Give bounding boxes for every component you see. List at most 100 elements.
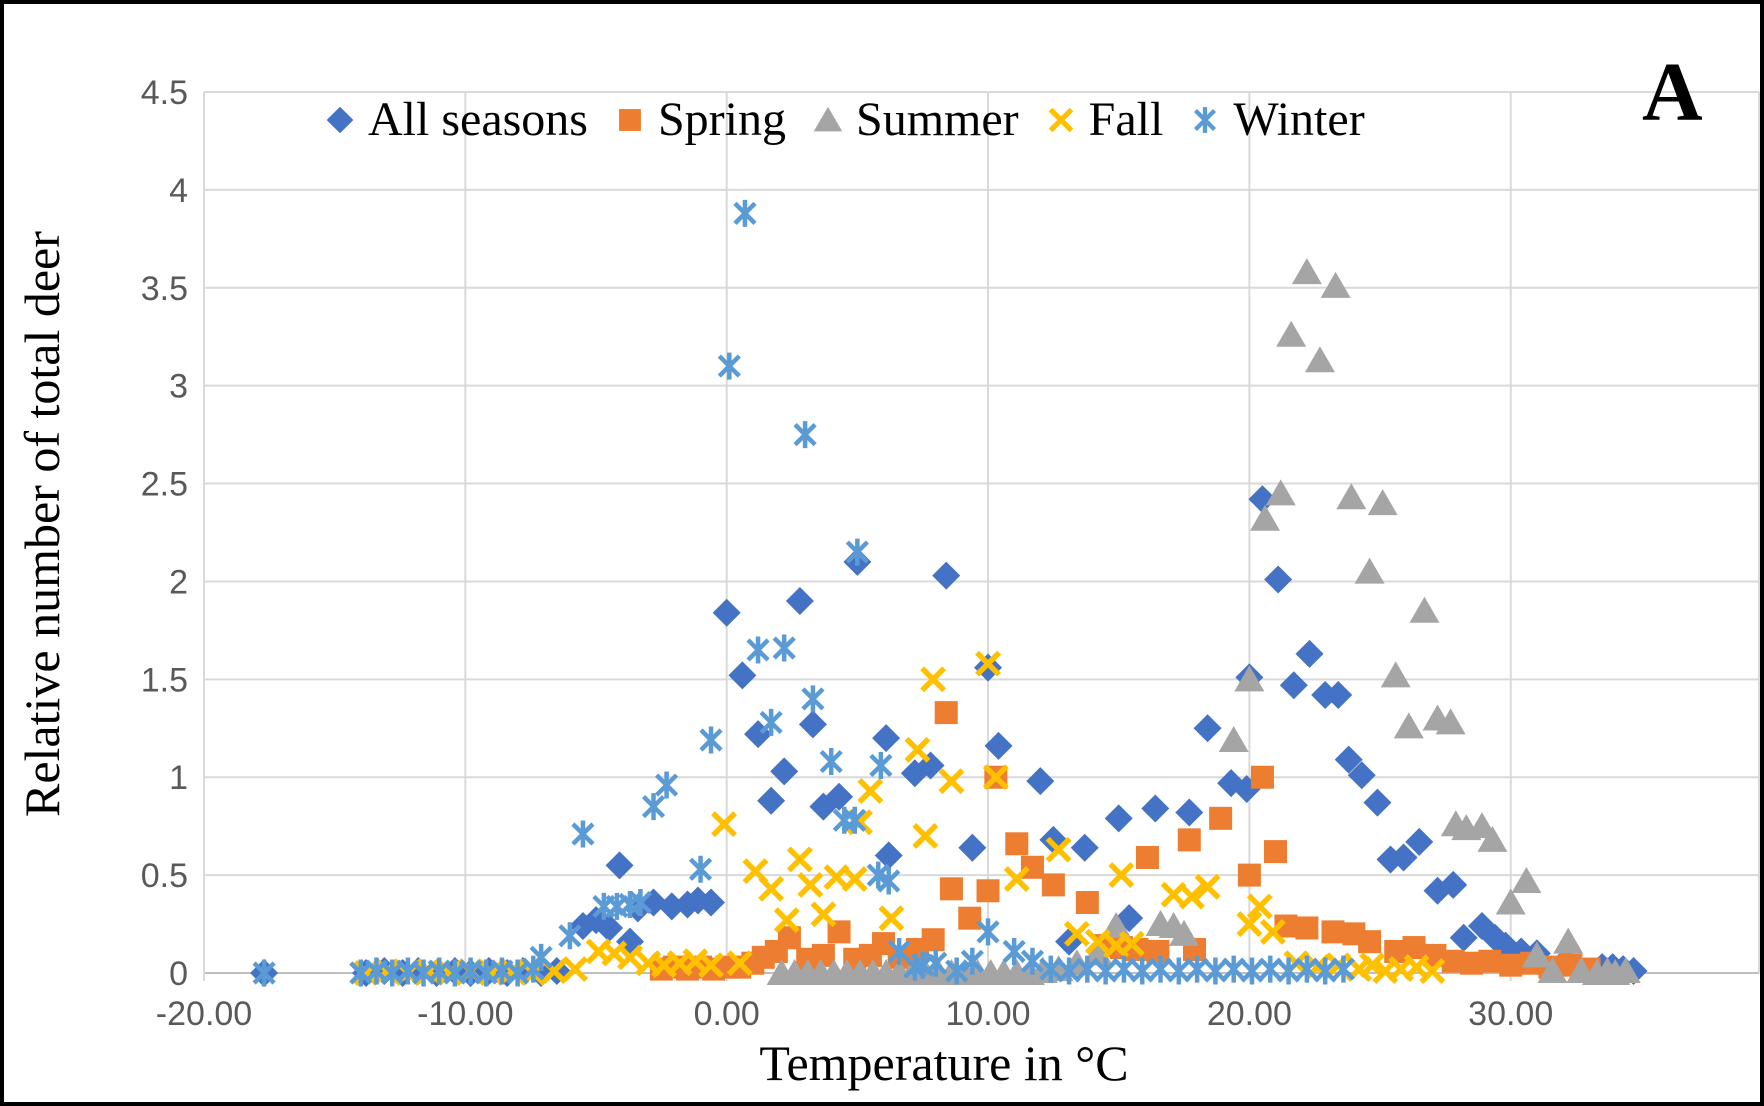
data-point-marker [770,757,799,786]
x-marker-icon [1048,107,1073,132]
legend-label: All seasons [368,93,588,146]
data-point-marker [1320,271,1351,298]
legend-label: Summer [856,93,1019,146]
data-point-marker [934,701,958,725]
data-point-marker [1274,914,1298,938]
data-point-marker [326,106,354,133]
data-point-marker [1358,930,1382,954]
data-point-marker [1265,479,1296,506]
data-point-marker [628,889,653,917]
data-point-marker [605,851,634,880]
data-point-marker [1177,828,1201,852]
data-point-marker [1460,951,1484,975]
data-point-marker [874,841,903,870]
data-point-marker [1477,825,1508,852]
data-point-marker [1005,832,1029,856]
data-point-marker [1295,955,1319,983]
data-point-marker [975,650,1001,677]
x-tick-label: 20.00 [1207,995,1292,1033]
data-point-marker [1435,708,1466,735]
y-tick-label: 1.5 [141,661,188,699]
data-point-marker [1020,947,1045,975]
data-point-marker [958,906,982,930]
legend-item-winter: Winter [1187,92,1365,147]
x-tick-label: -10.00 [417,995,513,1033]
x-tick-label: -20.00 [156,995,252,1033]
data-point-marker [1218,726,1249,753]
chart-legend: All seasons Spring Summer Fall Winter [322,92,1365,147]
legend-item-spring: Spring [612,92,786,147]
data-point-marker [1146,939,1170,963]
data-point-marker [1419,958,1446,984]
data-point-marker [1118,930,1145,957]
data-point-marker [1084,928,1111,955]
data-point-marker [699,726,723,754]
data-point-marker [1291,258,1322,285]
data-point-marker [1141,794,1170,823]
data-point-marker [759,708,783,736]
y-axis-title: Relative number of total deer [14,231,70,817]
data-point-marker [1279,671,1308,700]
data-point-marker [1441,949,1465,973]
data-point-marker [773,907,800,934]
data-point-marker [877,867,901,895]
data-point-marker [1002,937,1026,965]
x-axis-title: Temperature in °C [759,1035,1129,1091]
data-point-marker [982,764,1009,791]
legend-label: Fall [1088,93,1164,146]
data-point-marker [785,587,814,616]
data-point-marker [1359,952,1386,979]
data-point-marker [1048,107,1073,132]
data-point-marker [1384,939,1408,963]
data-point-marker [939,877,963,901]
data-point-marker [1409,596,1440,623]
y-tick-label: 0.5 [141,857,188,895]
data-point-marker [1222,955,1246,983]
data-point-marker [592,892,616,920]
data-point-marker [772,634,796,662]
data-point-marker [757,786,786,815]
data-point-marker [1041,873,1065,897]
data-point-marker [1240,957,1264,985]
data-point-marker [712,598,741,627]
data-point-marker [1169,919,1200,946]
data-point-marker [1347,761,1376,790]
data-point-marker [825,782,854,811]
data-point-marker [976,918,1000,946]
y-tick-label: 2.5 [141,466,188,504]
data-point-marker [904,736,931,763]
x-tick-label: 30.00 [1468,995,1553,1033]
data-point-marker [733,199,757,227]
data-point-marker [1313,957,1337,985]
data-point-marker [1521,941,1552,968]
y-tick-label: 4 [169,172,188,210]
data-point-marker [924,949,948,977]
data-point-marker [1075,891,1099,915]
data-point-marker [1439,870,1468,899]
data-point-marker [1185,955,1209,983]
data-point-marker [958,833,987,862]
diamond-marker-icon [326,106,354,133]
data-point-marker [1331,955,1356,983]
data-point-marker [619,108,641,131]
data-point-marker [1537,957,1568,984]
data-point-marker [1250,765,1274,789]
data-point-marker [1193,714,1222,743]
data-point-marker [811,943,835,967]
data-point-marker [857,777,884,804]
y-tick-label: 3 [169,368,188,406]
data-point-marker [595,913,624,942]
data-point-marker [758,875,785,902]
data-point-marker [872,724,901,753]
scatter-plot: 0 0.5 1 1.5 2 2.5 3 3.5 4 4.5 -20.00 -10.00 0.00 10.0… [141,74,1760,1033]
legend-label: Winter [1233,93,1365,146]
data-point-marker [810,901,837,928]
y-tick-label: 3.5 [141,270,188,308]
data-point-marker [1478,949,1502,973]
data-point-marker [529,943,553,971]
data-point-marker [1026,767,1055,796]
data-point-marker [1334,745,1363,774]
data-point-marker [1135,845,1159,869]
data-point-marker [617,944,643,971]
data-point-marker [1295,916,1319,940]
